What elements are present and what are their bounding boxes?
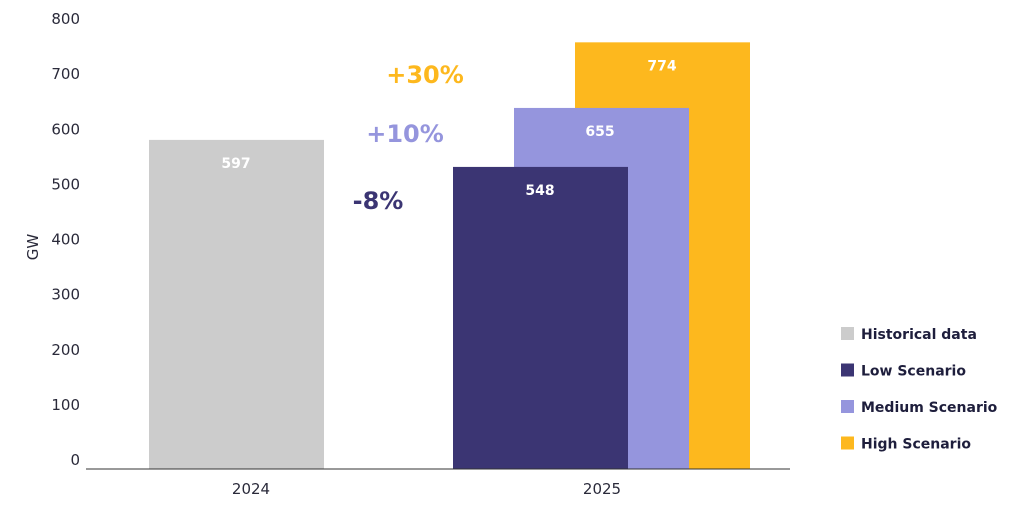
legend-item: Historical data: [841, 327, 977, 343]
legend-label: Low Scenario: [861, 364, 966, 380]
legend-swatch: [841, 436, 854, 450]
y-tick-label: 800: [51, 10, 80, 28]
legend: Historical data Low Scenario Medium Scenar…: [841, 327, 998, 453]
y-tick-label: 0: [70, 451, 80, 469]
legend-label: Historical data: [861, 327, 977, 343]
legend-swatch: [841, 400, 854, 413]
y-tick-label: 200: [51, 341, 80, 359]
legend-swatch: [841, 327, 854, 340]
legend-item: Medium Scenario: [841, 400, 998, 416]
legend-label: High Scenario: [861, 437, 971, 453]
y-tick-label: 500: [51, 175, 80, 193]
bar-historical-data: [149, 139, 324, 469]
change-annotation: -8%: [353, 187, 404, 215]
legend-label: Medium Scenario: [861, 400, 998, 416]
y-tick-label: 700: [51, 65, 80, 83]
bars: 597 774 655 548: [149, 42, 750, 470]
y-axis: 0 100 200 300 400 500 600 700 800: [51, 10, 80, 469]
y-tick-label: 100: [51, 396, 80, 414]
y-tick-label: 600: [51, 120, 80, 138]
data-label: 774: [647, 58, 676, 74]
annotations: +30% +10% -8%: [353, 61, 464, 215]
change-annotation: +30%: [386, 61, 464, 89]
x-tick-label: 2025: [583, 480, 621, 498]
legend-item: Low Scenario: [841, 363, 966, 380]
change-annotation: +10%: [366, 120, 444, 148]
data-label: 655: [585, 124, 614, 140]
x-tick-label: 2024: [232, 480, 270, 498]
y-tick-label: 400: [51, 231, 80, 249]
data-label: 597: [221, 156, 250, 172]
bar-low-scenario: [453, 166, 628, 470]
legend-swatch: [841, 363, 854, 377]
y-tick-label: 300: [51, 286, 80, 304]
data-label: 548: [525, 183, 554, 199]
y-axis-label: GW: [24, 234, 42, 261]
legend-item: High Scenario: [841, 436, 971, 453]
